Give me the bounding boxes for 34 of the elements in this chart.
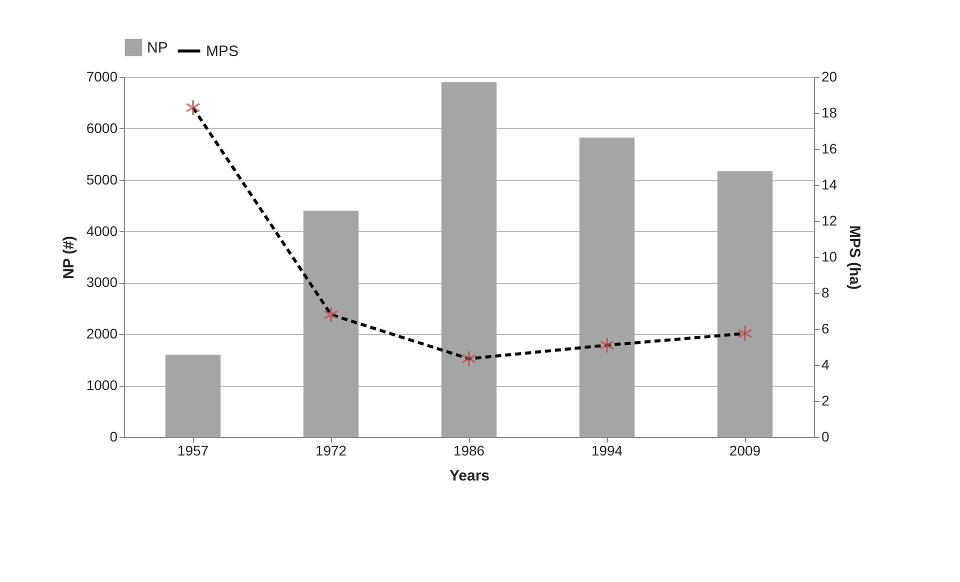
y-tick-label: 4000: [86, 222, 118, 239]
bar: [303, 210, 359, 437]
y2-tick-label: 6: [822, 320, 830, 336]
y-tick-label: 0: [110, 428, 118, 444]
y2-tick-label: 16: [822, 140, 838, 156]
y2-tick-label: 12: [822, 212, 838, 228]
legend-label: MPS: [206, 43, 239, 60]
y2-tick-label: 14: [822, 176, 838, 192]
y-tick-label: 7000: [86, 68, 118, 84]
bar: [165, 354, 221, 437]
y2-tick-label: 0: [822, 428, 830, 444]
bar: [717, 171, 773, 437]
x-tick-label: 2009: [729, 442, 761, 458]
y-tick-label: 1000: [86, 377, 118, 394]
x-tick-label: 1994: [591, 442, 623, 458]
bar: [441, 82, 497, 437]
x-tick-label: 1972: [315, 442, 347, 458]
y2-tick-label: 8: [822, 284, 830, 300]
y-axis-title: NP (#): [60, 236, 78, 280]
x-tick-label: 1986: [453, 442, 485, 458]
bar: [579, 138, 635, 437]
y2-tick-label: 20: [822, 68, 838, 84]
y-tick-label: 5000: [86, 171, 118, 188]
legend-label: NP: [147, 40, 168, 56]
y2-tick-label: 4: [822, 356, 830, 372]
x-tick-label: 1957: [177, 442, 209, 458]
y-tick-label: 6000: [86, 120, 118, 136]
y-tick-label: 3000: [86, 274, 118, 290]
x-axis-title: Years: [449, 468, 490, 484]
y2-tick-label: 2: [822, 392, 830, 408]
y2-tick-label: 10: [822, 248, 838, 264]
y2-tick-label: 18: [822, 104, 838, 120]
y-tick-label: 2000: [86, 326, 118, 342]
y2-axis-title: MPS (ha): [846, 225, 864, 290]
